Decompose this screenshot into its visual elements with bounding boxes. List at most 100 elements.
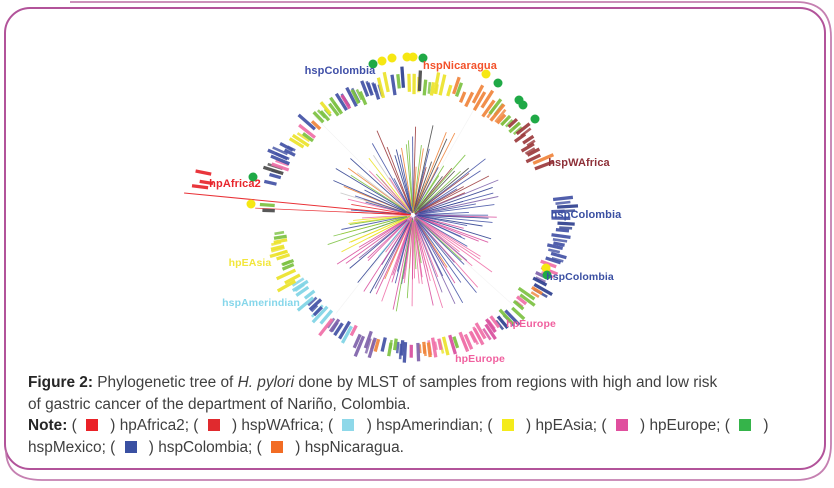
legend-item: ( ) hspWAfrica; xyxy=(193,417,329,434)
tree-long-branch xyxy=(414,216,514,306)
strain-label-mark xyxy=(555,200,571,205)
tree-branch xyxy=(367,220,408,262)
strain-label-mark xyxy=(489,103,506,122)
sample-origin-dot xyxy=(248,172,258,182)
tree-branch xyxy=(356,172,409,212)
strain-label-mark xyxy=(297,113,316,131)
strain-label-mark xyxy=(296,296,315,312)
tree-branch xyxy=(418,218,481,260)
strain-label-mark xyxy=(484,323,497,341)
strain-label-mark xyxy=(302,132,314,143)
strain-label-mark xyxy=(262,165,284,176)
strain-label-mark xyxy=(355,88,363,101)
strain-label-mark xyxy=(352,333,362,349)
sample-origin-dot xyxy=(368,59,378,69)
strain-label-mark xyxy=(296,132,311,143)
tree-branch xyxy=(348,216,409,243)
strain-label-mark xyxy=(552,195,574,202)
legend-item: ( ) hspColombia; xyxy=(110,438,257,456)
strain-label-mark xyxy=(269,172,282,180)
strain-label-mark xyxy=(382,71,390,93)
tree-branch xyxy=(417,219,465,265)
cluster-label-hpeurope: hpEurope xyxy=(455,353,505,365)
strain-label-mark xyxy=(545,256,562,265)
tree-branch xyxy=(367,216,412,259)
tree-branch xyxy=(393,178,412,212)
strain-label-mark xyxy=(526,139,536,147)
strain-label-mark xyxy=(366,82,374,96)
strain-label-mark xyxy=(530,291,540,299)
legend-swatch-hpeurope xyxy=(615,419,628,431)
legend-item: ( ) hspNicaragua. xyxy=(256,438,404,456)
strain-label-mark xyxy=(333,322,344,337)
tree-branch xyxy=(333,216,407,237)
strain-label-mark xyxy=(458,331,470,353)
strain-label-mark xyxy=(433,341,438,351)
strain-label-mark xyxy=(380,337,387,352)
strain-label-mark xyxy=(496,113,507,125)
cluster-label-hpafrica2: hpAfrica2 xyxy=(209,178,261,190)
tree-branch xyxy=(392,221,413,310)
strain-label-mark xyxy=(387,342,393,357)
strain-label-mark xyxy=(422,341,427,354)
strain-label-mark xyxy=(446,84,453,97)
tree-branch xyxy=(416,219,462,283)
strain-label-mark xyxy=(270,244,285,251)
tree-branch xyxy=(395,149,412,209)
strain-label-mark xyxy=(515,122,531,136)
strain-label-mark xyxy=(360,80,370,97)
strain-label-mark xyxy=(308,298,323,311)
strain-label-mark xyxy=(520,142,535,153)
strain-label-mark xyxy=(535,276,546,284)
tree-branch xyxy=(412,148,424,213)
strain-label-mark xyxy=(291,277,305,287)
strain-label-mark xyxy=(512,299,525,311)
tree-branch xyxy=(420,217,479,242)
tree-branch xyxy=(416,179,499,214)
strain-label-mark xyxy=(281,262,295,271)
tree-branch xyxy=(335,168,411,214)
tree-branch xyxy=(420,216,464,229)
strain-label-mark xyxy=(363,330,373,349)
tree-branch xyxy=(353,215,408,221)
strain-label-mark xyxy=(318,318,334,337)
strain-label-mark xyxy=(559,226,573,230)
legend-item: ( ) hpEAsia; xyxy=(487,417,602,434)
tree-branch xyxy=(401,147,412,207)
strain-label-mark xyxy=(522,134,535,145)
strain-label-mark xyxy=(463,333,474,350)
sample-origin-dot xyxy=(418,53,428,63)
strain-label-mark xyxy=(279,141,294,152)
legend-item: ( ) hspAmerindian; xyxy=(328,417,488,434)
strain-label-mark xyxy=(526,147,541,157)
tree-branch xyxy=(415,215,492,240)
legend-name: hspAmerindian; xyxy=(376,417,488,434)
strain-label-mark xyxy=(551,256,564,263)
tree-branch xyxy=(417,196,499,215)
tree-branch xyxy=(416,214,493,223)
strain-label-mark xyxy=(307,296,318,307)
strain-label-mark xyxy=(334,92,348,111)
sample-origin-dot xyxy=(377,56,387,66)
strain-label-mark xyxy=(557,204,579,209)
strain-label-mark xyxy=(364,338,372,354)
tree-branch xyxy=(350,158,411,213)
legend-name: hpEurope; xyxy=(649,417,725,434)
legend-swatch-hspmexico xyxy=(739,419,752,431)
tree-branch xyxy=(380,178,411,213)
strain-label-mark xyxy=(312,111,325,124)
figure-caption: Figure 2: Phylogenetic tree of H. pylori… xyxy=(28,372,822,458)
strain-label-mark xyxy=(310,304,319,313)
strain-label-mark xyxy=(399,340,405,356)
sample-origin-dot xyxy=(402,52,412,62)
phylo-tree-svg xyxy=(184,66,579,363)
cluster-label-hspcolombia: hspColombia xyxy=(546,271,614,283)
strain-label-mark xyxy=(511,306,526,321)
tree-long-branch xyxy=(255,207,412,216)
tree-long-branch xyxy=(313,115,412,214)
strain-label-mark xyxy=(267,148,289,161)
tree-branch xyxy=(371,143,411,211)
tree-branch xyxy=(414,167,439,212)
sample-origin-dot xyxy=(246,199,256,209)
strain-label-mark xyxy=(273,238,288,245)
